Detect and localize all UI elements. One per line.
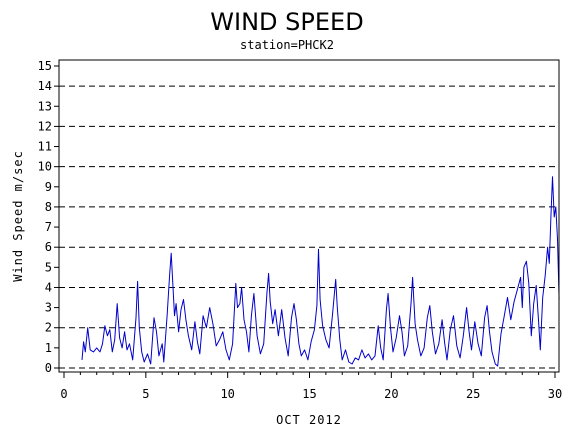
x-tick-label: 25 xyxy=(466,387,480,401)
y-tick-label: 4 xyxy=(45,280,52,294)
x-axis: 0 5 10 15 20 25 30 xyxy=(60,372,562,401)
x-tick-label: 0 xyxy=(60,387,67,401)
y-tick-label: 9 xyxy=(45,180,52,194)
chart-title: WIND SPEED xyxy=(210,8,363,36)
y-tick-label: 5 xyxy=(45,260,52,274)
x-tick-label: 20 xyxy=(384,387,398,401)
y-tick-label: 12 xyxy=(38,119,52,133)
y-tick-label: 11 xyxy=(38,140,52,154)
series-line-0 xyxy=(81,176,560,367)
grid-lines xyxy=(59,85,559,369)
y-axis-label: Wind Speed m/sec xyxy=(11,150,25,282)
y-tick-label: 0 xyxy=(45,361,52,375)
x-tick-label: 10 xyxy=(220,387,234,401)
x-tick-label: 30 xyxy=(548,387,562,401)
y-tick-label: 3 xyxy=(45,301,52,315)
y-tick-label: 13 xyxy=(38,99,52,113)
y-tick-label: 7 xyxy=(45,220,52,234)
x-axis-label: OCT 2012 xyxy=(276,413,342,427)
y-tick-label: 8 xyxy=(45,200,52,214)
y-tick-label: 1 xyxy=(45,341,52,355)
series-layer xyxy=(81,176,560,367)
x-tick-label: 5 xyxy=(142,387,149,401)
y-tick-label: 14 xyxy=(38,79,52,93)
y-tick-label: 10 xyxy=(38,160,52,174)
x-tick-label: 15 xyxy=(302,387,316,401)
chart-subtitle: station=PHCK2 xyxy=(240,38,334,52)
y-tick-label: 2 xyxy=(45,321,52,335)
y-tick-label: 15 xyxy=(38,59,52,73)
y-tick-label: 6 xyxy=(45,240,52,254)
